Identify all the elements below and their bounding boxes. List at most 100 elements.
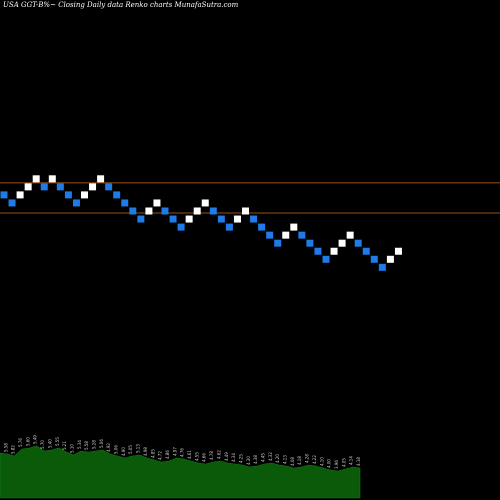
volume-label: 4.72 bbox=[158, 451, 163, 460]
volume-area-path bbox=[0, 445, 361, 499]
volume-label: 5.70 bbox=[40, 440, 45, 449]
volume-label: 4.25 bbox=[238, 454, 243, 463]
volume-label: 4.13 bbox=[283, 455, 288, 464]
volume-label: 4.62 bbox=[216, 450, 221, 459]
renko-brick-up bbox=[201, 199, 209, 207]
volume-label: 4.34 bbox=[231, 453, 236, 462]
volume-label: 5.28 bbox=[92, 440, 97, 449]
volume-label: 5.49 bbox=[33, 435, 38, 444]
renko-brick-up bbox=[338, 239, 346, 247]
volume-label: 4.45 bbox=[260, 453, 265, 462]
volume-label: 5.55 bbox=[55, 437, 60, 446]
volume-label: 5.21 bbox=[62, 441, 67, 450]
volume-label: 4.38 bbox=[253, 455, 258, 464]
volume-label: 4.14 bbox=[349, 456, 354, 465]
renko-brick-up bbox=[185, 215, 193, 223]
volume-label: 4.76 bbox=[180, 448, 185, 457]
renko-brick-up bbox=[24, 183, 32, 191]
renko-brick-up bbox=[97, 175, 105, 183]
volume-label: 4.86 bbox=[165, 450, 170, 459]
renko-brick-down bbox=[169, 215, 177, 223]
renko-brick-up bbox=[193, 207, 201, 215]
reference-lines bbox=[0, 182, 500, 214]
renko-brick-down bbox=[314, 247, 322, 255]
volume-label: 5.06 bbox=[99, 439, 104, 448]
renko-brick-up bbox=[145, 207, 153, 215]
renko-brick-down bbox=[209, 207, 217, 215]
renko-brick-down bbox=[64, 191, 72, 199]
volume-label: 5.58 bbox=[84, 441, 89, 450]
renko-brick-down bbox=[298, 231, 306, 239]
renko-brick-down bbox=[0, 191, 8, 199]
volume-label: 4.18 bbox=[297, 456, 302, 465]
renko-brick-up bbox=[242, 207, 249, 215]
renko-brick-up bbox=[346, 231, 354, 239]
renko-brick-down bbox=[266, 231, 274, 239]
renko-brick-up bbox=[394, 247, 402, 255]
renko-brick-up bbox=[282, 231, 290, 239]
renko-brick-down bbox=[225, 223, 233, 231]
chart-title: Closing Daily data Renko charts MunafaSu… bbox=[58, 1, 239, 9]
chart-header: USA GGT-B%~ Closing Daily data Renko cha… bbox=[3, 1, 238, 9]
renko-brick-up bbox=[81, 191, 88, 199]
volume-label: 4.90 bbox=[121, 447, 126, 456]
renko-brick-down bbox=[322, 255, 330, 263]
renko-brick-up bbox=[330, 247, 338, 255]
volume-label: 5.34 bbox=[77, 440, 82, 449]
volume-label: 4.30 bbox=[246, 456, 251, 465]
volume-label: 5.82 bbox=[11, 445, 16, 454]
renko-brick-down bbox=[378, 263, 386, 271]
symbol-label: USA GGT-B%~ bbox=[3, 1, 56, 9]
renko-brick-down bbox=[121, 199, 129, 207]
volume-label: 4.78 bbox=[209, 451, 214, 460]
renko-brick-down bbox=[177, 223, 185, 231]
volume-label: 5.05 bbox=[128, 445, 133, 454]
volume-labels: 5.405.585.825.765.605.495.705.405.555.21… bbox=[0, 435, 361, 469]
volume-label: 4.66 bbox=[202, 453, 207, 462]
renko-brick-down bbox=[113, 191, 121, 199]
volume-label: 4.55 bbox=[194, 452, 199, 461]
volume-label: 4.32 bbox=[268, 452, 273, 461]
renko-brick-down bbox=[129, 207, 137, 215]
renko-brick-down bbox=[40, 183, 48, 191]
renko-brick-up bbox=[233, 215, 241, 223]
renko-brick-down bbox=[72, 199, 80, 207]
renko-brick-down bbox=[137, 215, 145, 223]
volume-label: 4.05 bbox=[341, 458, 346, 467]
volume-label: 4.98 bbox=[143, 447, 148, 456]
volume-label: 5.10 bbox=[69, 444, 74, 453]
volume-label: 4.85 bbox=[150, 449, 155, 458]
renko-brick-down bbox=[56, 183, 64, 191]
volume-label: 4.18 bbox=[356, 457, 361, 466]
renko-brick-up bbox=[89, 183, 97, 191]
renko-brick-down bbox=[362, 247, 370, 255]
volume-label: 4.08 bbox=[290, 457, 295, 466]
volume-label: 5.06 bbox=[114, 445, 119, 454]
volume-label: 4.10 bbox=[319, 457, 324, 466]
renko-brick-up bbox=[290, 223, 298, 231]
renko-brick-down bbox=[217, 215, 225, 223]
renko-brick-down bbox=[8, 199, 16, 207]
renko-brick-down bbox=[161, 207, 169, 215]
volume-area bbox=[0, 445, 361, 499]
volume-label: 4.22 bbox=[312, 455, 317, 464]
renko-brick-down bbox=[370, 255, 378, 263]
volume-label: 4.49 bbox=[224, 452, 229, 461]
volume-label: 5.40 bbox=[0, 442, 1, 451]
renko-brick-up bbox=[48, 175, 56, 183]
renko-brick-down bbox=[258, 223, 266, 231]
volume-label: 4.28 bbox=[305, 454, 310, 463]
volume-label: 5.76 bbox=[18, 438, 23, 447]
volume-label: 5.60 bbox=[25, 437, 30, 446]
volume-label: 4.97 bbox=[172, 447, 177, 456]
renko-brick-down bbox=[354, 239, 362, 247]
renko-brick-down bbox=[306, 239, 314, 247]
volume-label: 5.13 bbox=[136, 444, 141, 453]
renko-bricks bbox=[0, 175, 402, 271]
volume-label: 4.61 bbox=[187, 450, 192, 459]
renko-brick-up bbox=[16, 191, 24, 199]
renko-brick-up bbox=[386, 255, 394, 263]
volume-label: 4.20 bbox=[275, 454, 280, 463]
renko-brick-down bbox=[105, 183, 113, 191]
